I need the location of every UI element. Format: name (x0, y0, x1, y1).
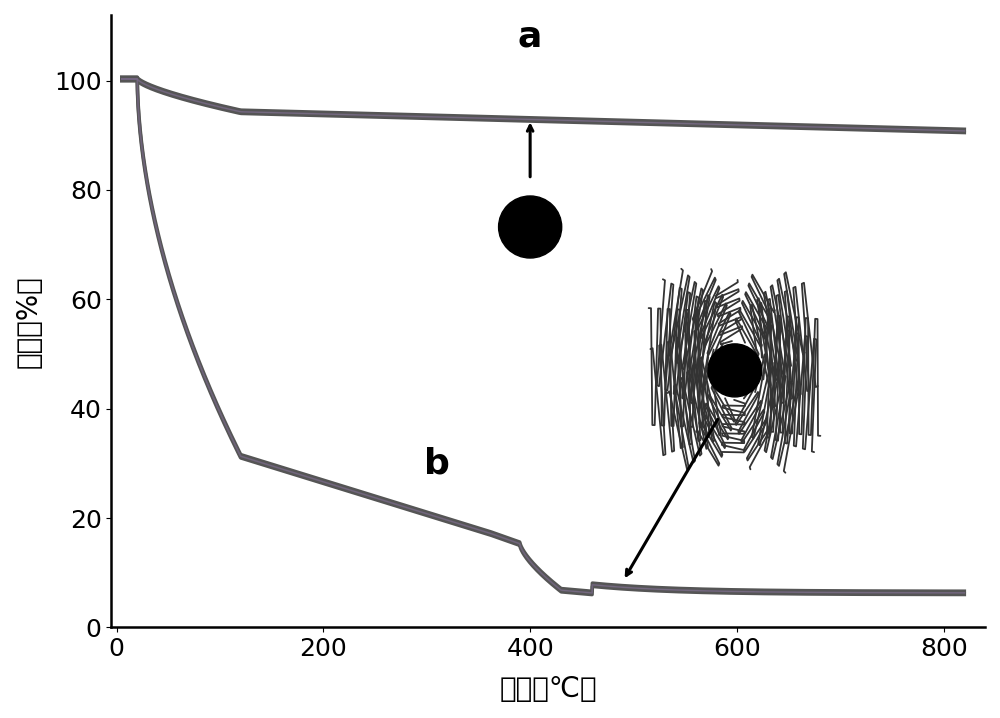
Text: b: b (424, 447, 450, 480)
Text: a: a (518, 20, 542, 54)
Ellipse shape (499, 196, 562, 258)
Ellipse shape (708, 344, 762, 397)
X-axis label: 温度（℃）: 温度（℃） (499, 675, 597, 703)
Y-axis label: 质量（%）: 质量（%） (15, 275, 43, 368)
